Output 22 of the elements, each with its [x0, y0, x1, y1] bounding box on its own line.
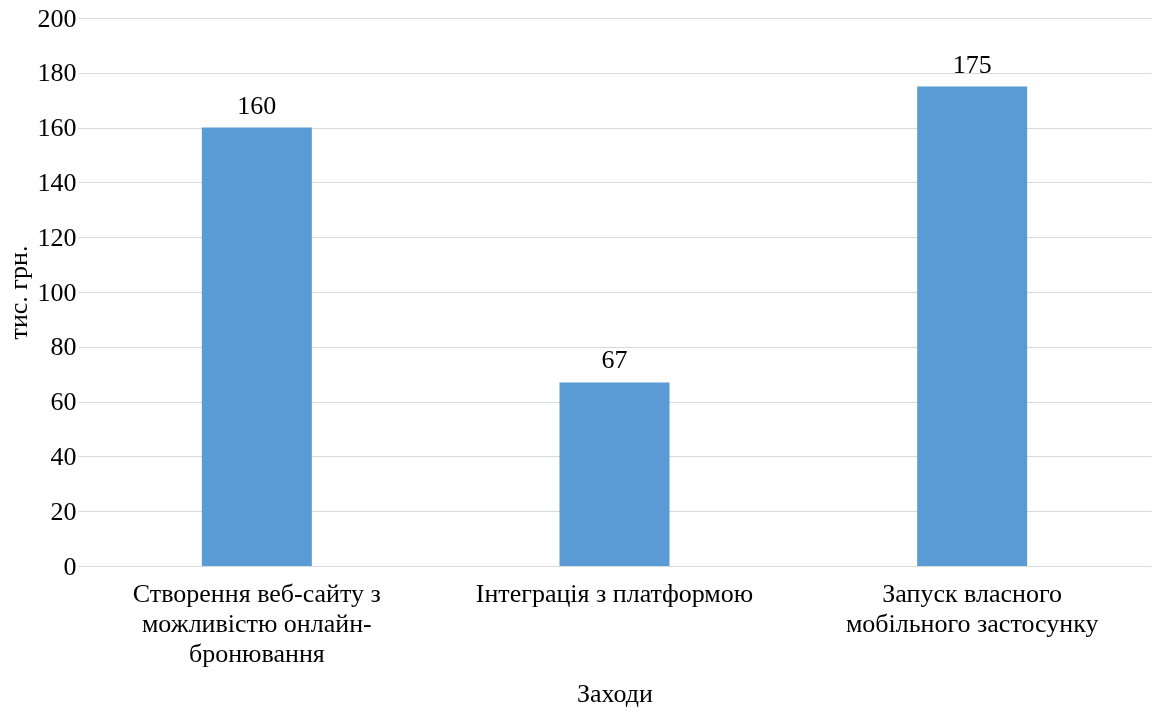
y-tick-label: 160: [37, 113, 77, 143]
bar: [559, 382, 670, 566]
data-label: 67: [601, 345, 628, 375]
y-tick-label: 0: [63, 551, 77, 581]
x-tick-label: Створення веб-сайту з можливістю онлайн-бронювання: [132, 578, 381, 668]
data-label: 160: [237, 90, 277, 120]
y-axis-title: тис. грн.: [3, 245, 33, 340]
x-axis-title: Заходи: [577, 678, 654, 708]
y-tick-label: 180: [37, 58, 77, 88]
bar: [201, 127, 312, 566]
x-tick-label: Запуск власного мобільного застосунку: [845, 578, 1099, 638]
y-tick-label: 120: [37, 222, 77, 252]
bar: [917, 86, 1028, 566]
y-tick-label: 200: [37, 3, 77, 33]
y-tick-label: 140: [37, 167, 77, 197]
data-label: 175: [952, 49, 992, 79]
y-tick-label: 60: [50, 387, 77, 417]
y-tick-label: 80: [50, 332, 77, 362]
y-tick-label: 20: [50, 496, 77, 526]
x-tick-label: Інтеграція з платформою: [475, 578, 754, 608]
y-tick-label: 40: [50, 441, 77, 471]
y-tick-label: 100: [37, 277, 77, 307]
